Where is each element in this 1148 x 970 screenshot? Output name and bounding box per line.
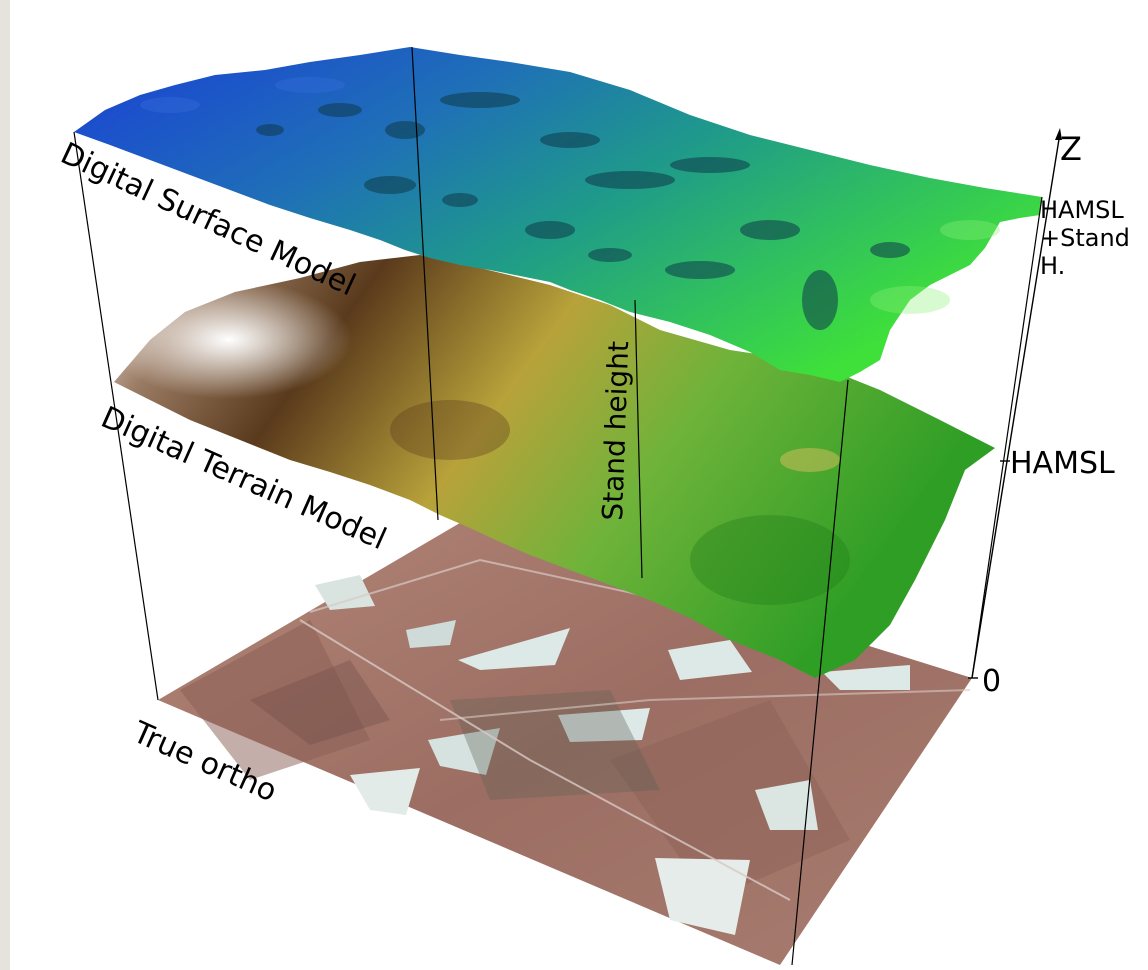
axis-top-label-line2: +Stand [1040,224,1130,252]
axis-zero-label: 0 [982,664,1002,699]
z-axis [968,128,1062,679]
terrain-layers-diagram: Digital Surface Model Digital Terrain Mo… [10,0,1148,970]
z-axis-label: Z [1060,130,1082,168]
dsm-surface-layer [74,47,1042,382]
axis-mid-label: HAMSL [1010,446,1115,481]
axis-top-label-line1: HAMSL [1040,196,1124,224]
diagram-graphic [73,46,1062,966]
frame-lines [73,46,1043,966]
stand-height-label: Stand height [596,340,636,522]
z-axis-arrow-icon [1055,128,1062,140]
axis-top-label-line3: H. [1040,252,1066,280]
